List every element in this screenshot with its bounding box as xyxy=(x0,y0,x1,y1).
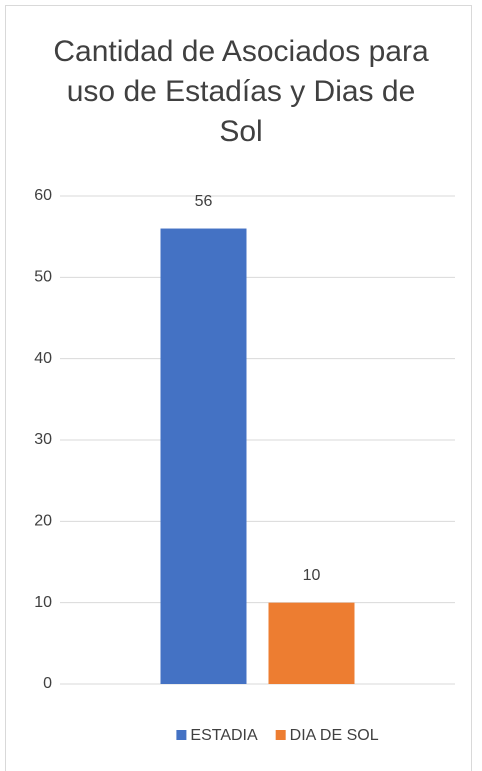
chart-title: Cantidad de Asociados para uso de Estadí… xyxy=(53,35,429,148)
legend-swatch xyxy=(275,730,286,740)
legend-label: ESTADIA xyxy=(190,727,258,744)
data-label: 56 xyxy=(195,193,213,210)
chart-frame xyxy=(5,5,472,771)
legend-label: DIA DE SOL xyxy=(290,727,379,744)
bar xyxy=(160,228,247,685)
legend-swatch xyxy=(176,730,187,740)
y-tick-label: 60 xyxy=(34,187,52,204)
y-tick-label: 40 xyxy=(34,350,52,367)
y-tick-label: 30 xyxy=(34,431,52,448)
y-tick-label: 10 xyxy=(34,594,52,611)
y-tick-label: 50 xyxy=(34,269,52,286)
y-tick-label: 20 xyxy=(34,513,52,530)
y-tick-label: 0 xyxy=(43,675,52,692)
data-label: 10 xyxy=(303,567,321,584)
bar xyxy=(268,602,355,684)
